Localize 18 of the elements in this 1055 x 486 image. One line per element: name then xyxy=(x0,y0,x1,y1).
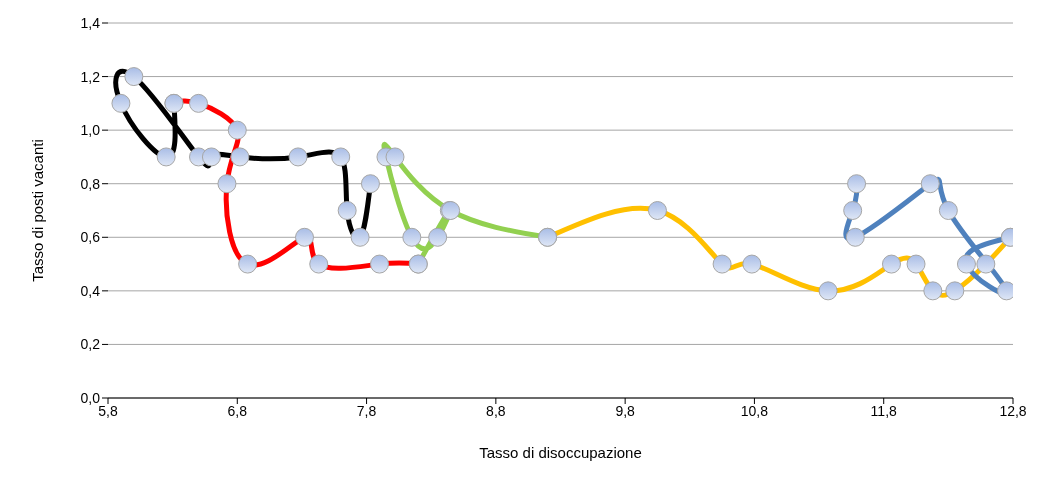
y-tick-label: 0,0 xyxy=(80,389,101,406)
y-tick-label: 0,6 xyxy=(80,229,101,246)
x-tick-label: 11,8 xyxy=(870,402,898,419)
y-tick-label: 0,2 xyxy=(80,336,101,353)
y-tick-label: 1,2 xyxy=(80,68,101,85)
x-tick-label: 12,8 xyxy=(999,402,1027,419)
x-tick-label: 7,8 xyxy=(356,402,377,419)
x-tick-label: 6,8 xyxy=(227,402,248,419)
x-tick-label: 10,8 xyxy=(740,402,769,419)
x-axis-title: Tasso di disoccupazione xyxy=(479,444,642,461)
y-tick-label: 0,8 xyxy=(80,175,101,192)
y-tick-label: 1,4 xyxy=(80,14,101,31)
x-tick-label: 9,8 xyxy=(615,402,636,419)
x-tick-label: 8,8 xyxy=(486,402,506,419)
y-tick-label: 0,4 xyxy=(80,282,101,299)
y-axis-title: Tasso di posti vacanti xyxy=(29,139,47,282)
y-tick-label: 1,0 xyxy=(80,122,101,139)
x-tick-label: 5,8 xyxy=(98,402,118,419)
